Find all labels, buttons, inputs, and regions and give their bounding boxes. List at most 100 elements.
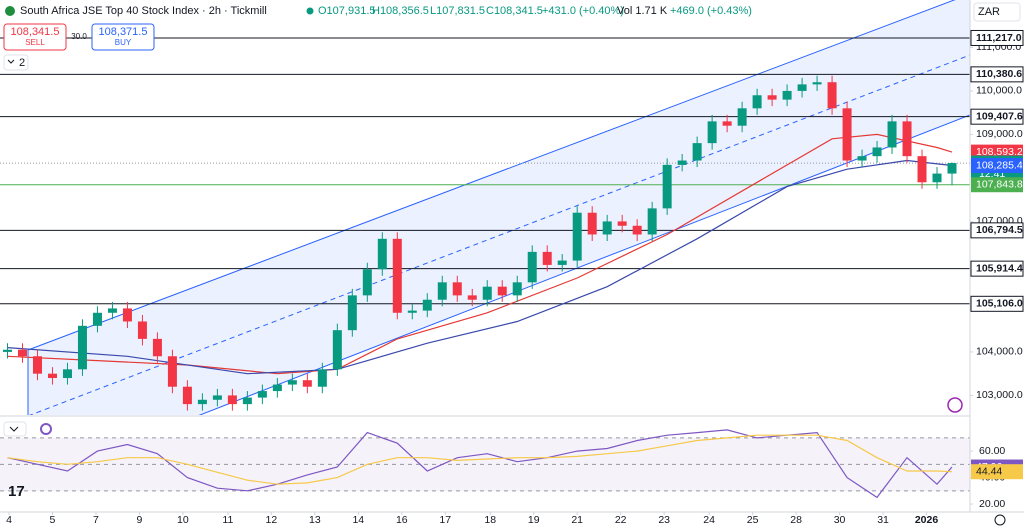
x-tick-label: 5 — [50, 514, 56, 526]
price-badge-label: 111,217.0 — [976, 32, 1022, 44]
settings-icon[interactable] — [994, 514, 1006, 526]
candle-body — [137, 321, 147, 339]
x-tick-label: 11 — [222, 514, 233, 526]
ohlc-high: H108,356.5 — [372, 5, 429, 17]
candle-body — [437, 282, 447, 300]
price-badge-label: 105,106.0 — [976, 298, 1023, 310]
x-tick-label: 21 — [571, 514, 583, 526]
x-tick-label: 28 — [790, 514, 802, 526]
price-badge — [971, 177, 1023, 193]
candle-body — [767, 95, 777, 100]
x-tick-label: 16 — [396, 514, 408, 526]
candle-body — [77, 325, 87, 370]
candle-body — [947, 163, 957, 174]
candle-body — [917, 156, 927, 183]
indicators-toggle[interactable] — [3, 54, 29, 71]
price-badge-label: 44.44 — [976, 465, 1002, 477]
moving-average — [7, 159, 953, 375]
candle-body — [572, 212, 582, 261]
candle-body — [407, 310, 417, 313]
price-badge-label: 109,407.6 — [976, 110, 1023, 122]
y-tick-label: 103,000.0 — [976, 389, 1023, 401]
price-badge — [970, 295, 1024, 312]
channel-fill — [28, 0, 970, 415]
price-badge — [970, 108, 1024, 125]
x-tick-label: 24 — [703, 514, 715, 526]
currency[interactable]: ZAR — [978, 6, 1000, 18]
rsi-line — [7, 434, 953, 485]
candle-body — [497, 286, 507, 296]
price-badge-label: 106,794.5 — [976, 224, 1023, 236]
candle-body — [182, 386, 192, 405]
candle-body — [167, 356, 177, 387]
price-badge — [970, 66, 1024, 83]
candle-body — [242, 397, 252, 405]
candle-body — [857, 156, 867, 161]
candle-body — [227, 395, 237, 405]
y-tick-label: 20.00 — [979, 498, 1005, 510]
candle-body — [647, 208, 657, 235]
candle-body — [377, 238, 387, 270]
candle-body — [872, 147, 882, 157]
x-tick-label: 7 — [93, 514, 99, 526]
ohlc-close: C108,341.5 — [486, 5, 543, 17]
candle-body — [317, 369, 327, 387]
candle-body — [602, 221, 612, 235]
candle-body — [362, 269, 372, 296]
buy-box[interactable] — [91, 23, 155, 51]
moving-average — [7, 133, 953, 375]
x-tick-label: 12 — [266, 514, 278, 526]
x-tick-label: 19 — [528, 514, 540, 526]
assistant-icon[interactable] — [947, 397, 963, 413]
price-badge — [971, 464, 1023, 480]
sell-button[interactable]: 108,341.5 SELL — [3, 23, 67, 51]
sell-label[interactable]: SELL — [25, 38, 45, 47]
sell-price[interactable]: 108,341.5 — [11, 26, 60, 38]
rsi-icon[interactable] — [40, 423, 52, 435]
price-badge — [971, 158, 1023, 174]
candle-body — [287, 380, 297, 385]
channel-lower — [198, 114, 970, 415]
price-badge-label: 107,843.8 — [976, 178, 1023, 190]
x-tick-label: 17 — [439, 514, 451, 526]
chevron-icon — [7, 59, 15, 64]
candle-body — [257, 391, 267, 398]
candle-body — [392, 238, 402, 313]
candle-body — [677, 160, 687, 165]
candle-body — [47, 373, 57, 379]
candle-body — [842, 108, 852, 161]
candle-body — [17, 349, 27, 357]
axes: 111,000.0110,000.0109,000.0107,000.0104,… — [6, 29, 1024, 526]
candle-body — [812, 82, 822, 85]
sell-box[interactable] — [3, 23, 67, 51]
price-badge-label: 108,593.2 — [976, 146, 1023, 158]
volume: Vol 1.71 K — [617, 5, 668, 17]
x-tick-label: 31 — [877, 514, 889, 526]
currency-box[interactable] — [973, 2, 1021, 22]
flag-icon — [5, 6, 15, 16]
candle-body — [662, 164, 672, 209]
candle-body — [902, 121, 912, 157]
channel-upper — [27, 0, 956, 351]
x-tick-label: 4 — [6, 514, 12, 526]
x-tick-label: 9 — [137, 514, 143, 526]
channel — [27, 0, 970, 415]
candle-body — [347, 295, 357, 331]
spread: 30.0 — [71, 32, 87, 41]
indicators-count[interactable]: 2 — [19, 57, 25, 69]
rsi-collapse[interactable] — [3, 421, 27, 437]
rsi-pane — [0, 429, 970, 499]
candle-body — [752, 95, 762, 109]
candle-body — [527, 251, 537, 283]
candle-body — [272, 384, 282, 392]
buy-price[interactable]: 108,371.5 — [99, 26, 148, 38]
y-tick-label: 109,000.0 — [976, 128, 1023, 140]
symbol-title: South Africa JSE Top 40 Stock Index · 2h… — [20, 5, 267, 17]
buy-label[interactable]: BUY — [115, 38, 132, 47]
plot — [2, 75, 957, 411]
candle-body — [467, 295, 477, 300]
x-tick-label: 10 — [177, 514, 189, 526]
candle-body — [197, 399, 207, 405]
buy-button[interactable]: 108,371.5 BUY — [91, 23, 155, 51]
price-badge-label: 110,380.6 — [976, 68, 1022, 80]
